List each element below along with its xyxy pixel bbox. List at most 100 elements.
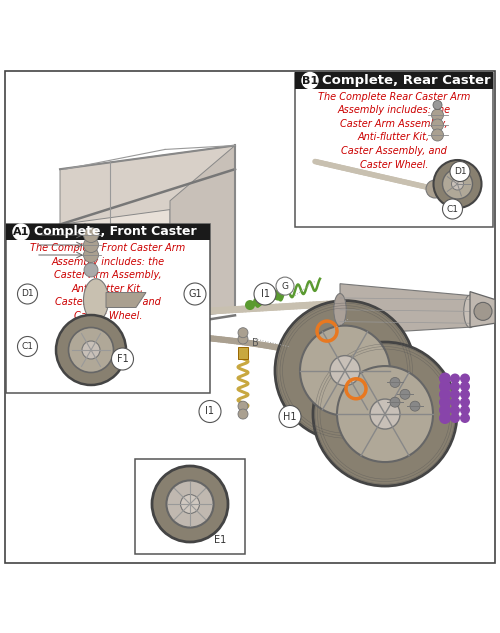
Circle shape [68,327,114,372]
Circle shape [56,315,126,385]
Circle shape [184,283,206,305]
Circle shape [410,401,420,411]
Circle shape [84,263,98,277]
Text: Complete, Front Caster: Complete, Front Caster [34,225,196,239]
Text: C1: C1 [22,342,34,351]
Circle shape [337,366,433,462]
Bar [6,224,210,392]
Circle shape [450,397,460,407]
Polygon shape [470,292,495,327]
Circle shape [439,412,451,424]
Circle shape [439,396,451,408]
Circle shape [460,389,470,399]
Circle shape [253,297,263,307]
Circle shape [84,227,98,242]
Circle shape [238,401,248,411]
Text: G: G [282,282,288,291]
Text: E1: E1 [214,535,226,545]
Circle shape [450,373,460,384]
Circle shape [450,161,470,182]
Circle shape [273,291,283,301]
Bar [6,224,210,240]
Circle shape [450,389,460,399]
Circle shape [442,199,462,219]
Bar [135,459,245,554]
Circle shape [370,399,400,429]
Text: D1: D1 [454,167,466,176]
Circle shape [238,328,248,337]
Circle shape [390,397,400,407]
Circle shape [254,283,276,305]
Text: G1: G1 [188,289,202,299]
Circle shape [238,409,248,419]
Text: C1: C1 [446,204,458,213]
Polygon shape [238,347,248,359]
Circle shape [460,397,470,407]
Text: A1: A1 [13,227,29,237]
Circle shape [433,101,442,110]
Ellipse shape [464,295,476,328]
Text: The Complete Front Caster Arm
Assembly includes: the
Caster Arm Assembly,
Anti-f: The Complete Front Caster Arm Assembly i… [30,243,186,321]
Circle shape [166,480,214,527]
Ellipse shape [84,279,108,322]
Circle shape [439,388,451,400]
Circle shape [300,325,390,416]
Circle shape [152,466,228,542]
Circle shape [279,406,301,427]
Circle shape [439,404,451,416]
Circle shape [432,129,444,141]
Circle shape [313,342,457,486]
Text: The Complete Rear Caster Arm
Assembly includes: the
Caster Arm Assembly,
Anti-fl: The Complete Rear Caster Arm Assembly in… [318,92,470,170]
Circle shape [263,294,273,304]
Circle shape [180,494,200,513]
Circle shape [390,377,400,387]
Circle shape [432,119,444,131]
Bar [295,73,492,227]
Circle shape [245,300,255,310]
Circle shape [426,180,444,198]
Circle shape [460,405,470,415]
Text: I1: I1 [260,289,270,299]
Polygon shape [60,201,170,343]
Circle shape [439,372,451,384]
Circle shape [442,169,472,199]
Circle shape [450,405,460,415]
Text: I1: I1 [206,406,214,417]
Circle shape [276,277,294,295]
Circle shape [450,413,460,423]
Circle shape [199,401,221,422]
Circle shape [460,373,470,384]
Circle shape [330,356,360,385]
Circle shape [238,334,248,344]
Text: H1: H1 [283,411,297,422]
Circle shape [18,337,38,356]
Circle shape [439,380,451,392]
Text: B1: B1 [302,75,318,85]
Circle shape [474,303,492,320]
Text: F1: F1 [116,354,128,364]
Circle shape [450,382,460,391]
Polygon shape [106,292,146,308]
Circle shape [13,224,29,240]
Circle shape [400,389,410,399]
Circle shape [460,382,470,391]
Ellipse shape [334,294,346,326]
Circle shape [434,160,482,208]
Bar [295,73,492,89]
Circle shape [432,109,444,121]
Circle shape [452,178,464,190]
Text: Complete, Rear Caster: Complete, Rear Caster [322,74,491,87]
Circle shape [302,73,318,89]
Circle shape [82,341,100,359]
Circle shape [460,413,470,423]
Text: B: B [252,338,258,348]
Text: D1: D1 [21,289,34,299]
Polygon shape [340,284,470,335]
Circle shape [18,284,38,304]
Circle shape [84,237,98,253]
Circle shape [112,348,134,370]
Circle shape [275,301,415,441]
Polygon shape [170,146,235,319]
Polygon shape [60,146,235,225]
Circle shape [84,248,98,263]
